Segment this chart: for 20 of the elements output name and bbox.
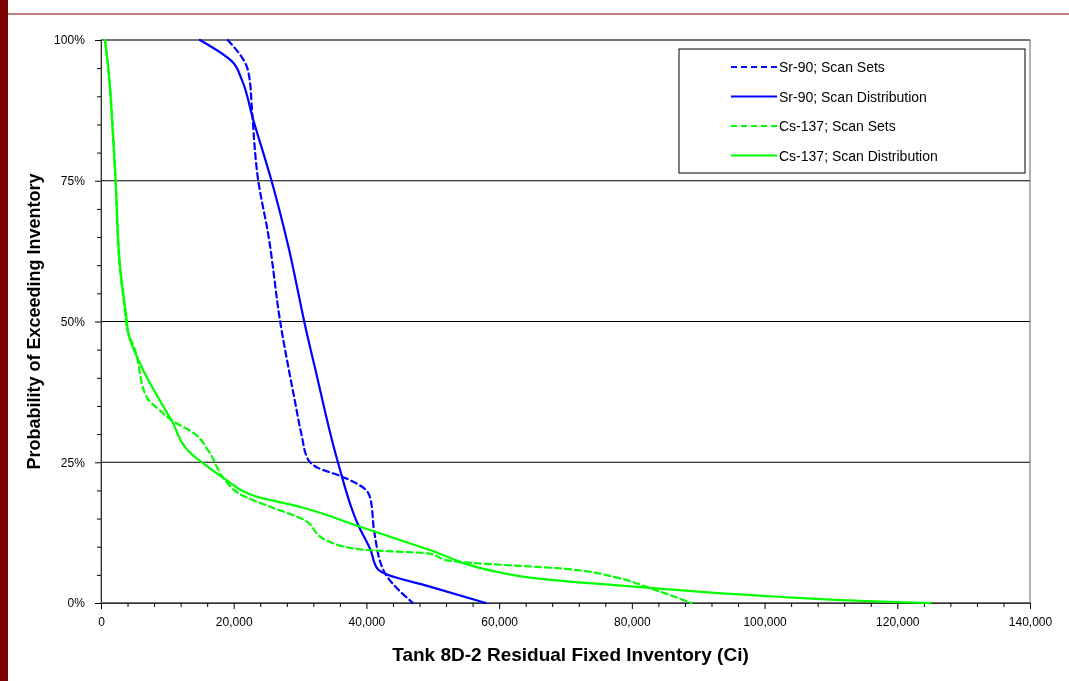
legend-label: Cs-137; Scan Distribution [779,147,938,164]
x-tick-label: 100,000 [743,615,788,630]
x-tick-label: 80,000 [614,615,652,630]
x-tick-label: 120,000 [876,615,920,630]
y-tick-label: 50% [60,314,86,329]
y-tick-label: 0% [67,596,86,611]
x-tick-label: 0 [98,615,106,630]
x-tick-label: 60,000 [481,615,519,630]
y-tick-label: 100% [54,33,86,48]
x-axis-title: Tank 8D-2 Residual Fixed Inventory (Ci) [392,644,749,665]
y-tick-label: 25% [60,455,86,470]
legend-label: Cs-137; Scan Sets [779,118,896,134]
x-tick-label: 20,000 [215,615,253,630]
y-tick-label: 75% [60,174,86,189]
x-tick-label: 40,000 [348,615,386,630]
x-tick-label: 140,000 [1008,615,1053,630]
line-series [198,38,487,605]
legend-label: Sr-90; Scan Distribution [779,88,927,105]
y-axis-title: Probability of Exceeding Inventory [24,173,44,470]
legend-label: Sr-90; Scan Sets [779,59,885,75]
